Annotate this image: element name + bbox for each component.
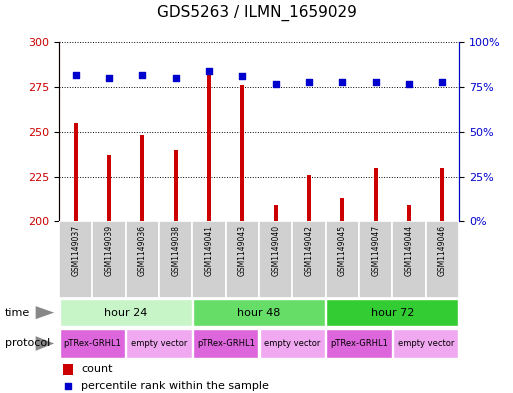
Bar	[92, 221, 126, 298]
Bar	[141, 136, 144, 221]
Bar	[326, 329, 392, 358]
Point	[171, 75, 180, 81]
Bar	[326, 221, 359, 298]
Text: empty vector: empty vector	[398, 339, 454, 348]
Bar	[241, 85, 244, 221]
Text: GSM1149046: GSM1149046	[438, 225, 447, 276]
Bar	[359, 221, 392, 298]
Bar	[60, 329, 125, 358]
Text: empty vector: empty vector	[264, 339, 321, 348]
Text: GDS5263 / ILMN_1659029: GDS5263 / ILMN_1659029	[156, 5, 357, 21]
Bar	[393, 329, 459, 358]
Text: protocol: protocol	[5, 338, 50, 349]
Bar	[326, 299, 459, 326]
Text: pTRex-GRHL1: pTRex-GRHL1	[330, 339, 388, 348]
Text: GSM1149047: GSM1149047	[371, 225, 380, 276]
Bar	[307, 175, 311, 221]
Bar	[392, 221, 426, 298]
Polygon shape	[35, 336, 54, 351]
Bar	[292, 221, 326, 298]
Text: hour 72: hour 72	[371, 308, 414, 318]
Text: empty vector: empty vector	[131, 339, 187, 348]
Bar	[63, 364, 73, 375]
Point	[71, 72, 80, 78]
Bar	[193, 299, 325, 326]
Bar	[441, 167, 444, 221]
Bar	[126, 221, 159, 298]
Text: GSM1149041: GSM1149041	[205, 225, 213, 276]
Text: GSM1149044: GSM1149044	[405, 225, 413, 276]
Bar	[260, 329, 325, 358]
Point	[305, 79, 313, 85]
Text: GSM1149036: GSM1149036	[138, 225, 147, 276]
Point	[405, 81, 413, 87]
Text: GSM1149042: GSM1149042	[305, 225, 313, 276]
Bar	[226, 221, 259, 298]
Text: hour 24: hour 24	[104, 308, 147, 318]
Bar	[374, 167, 378, 221]
Text: percentile rank within the sample: percentile rank within the sample	[81, 381, 269, 391]
Bar	[74, 123, 77, 221]
Point	[205, 68, 213, 74]
Text: time: time	[5, 308, 30, 318]
Point	[105, 75, 113, 81]
Point	[138, 72, 146, 78]
Bar	[407, 205, 411, 221]
Point	[338, 79, 346, 85]
Point	[271, 81, 280, 87]
Point	[438, 79, 446, 85]
Bar	[426, 221, 459, 298]
Bar	[193, 329, 259, 358]
Bar	[60, 299, 192, 326]
Polygon shape	[35, 306, 54, 319]
Bar	[159, 221, 192, 298]
Bar	[107, 155, 111, 221]
Text: GSM1149039: GSM1149039	[105, 225, 113, 276]
Bar	[259, 221, 292, 298]
Point	[64, 382, 72, 389]
Bar	[274, 205, 278, 221]
Text: GSM1149040: GSM1149040	[271, 225, 280, 276]
Bar	[207, 75, 211, 221]
Bar	[126, 329, 192, 358]
Bar	[341, 198, 344, 221]
Text: hour 48: hour 48	[238, 308, 281, 318]
Text: count: count	[81, 364, 112, 374]
Text: GSM1149037: GSM1149037	[71, 225, 80, 276]
Point	[238, 73, 246, 79]
Text: pTRex-GRHL1: pTRex-GRHL1	[64, 339, 121, 348]
Bar	[59, 221, 92, 298]
Text: GSM1149038: GSM1149038	[171, 225, 180, 276]
Text: GSM1149043: GSM1149043	[238, 225, 247, 276]
Bar	[174, 150, 177, 221]
Text: pTRex-GRHL1: pTRex-GRHL1	[197, 339, 254, 348]
Point	[371, 79, 380, 85]
Bar	[192, 221, 226, 298]
Text: GSM1149045: GSM1149045	[338, 225, 347, 276]
